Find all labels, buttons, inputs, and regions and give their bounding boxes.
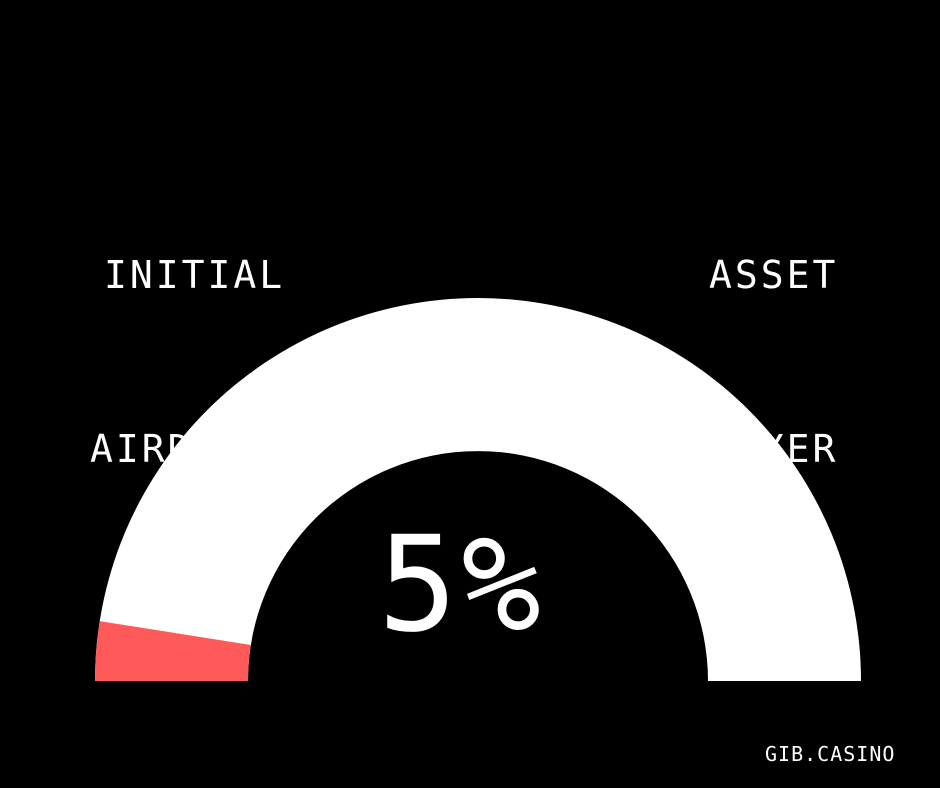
right-label-line2: LAYER: [709, 427, 839, 471]
gauge-track: [95, 298, 861, 681]
brand-footer: GIB.CASINO: [765, 742, 896, 766]
gauge-value-text: 5%: [378, 508, 545, 662]
left-label-line1: INITIAL: [104, 253, 286, 297]
right-label: ASSET LAYER: [709, 130, 838, 536]
left-label-line2: AIRDROP: [90, 427, 272, 471]
right-label-line1: ASSET: [709, 253, 839, 297]
gauge-fill: [95, 621, 251, 681]
left-label: INITIAL AIRDROP: [90, 130, 285, 536]
